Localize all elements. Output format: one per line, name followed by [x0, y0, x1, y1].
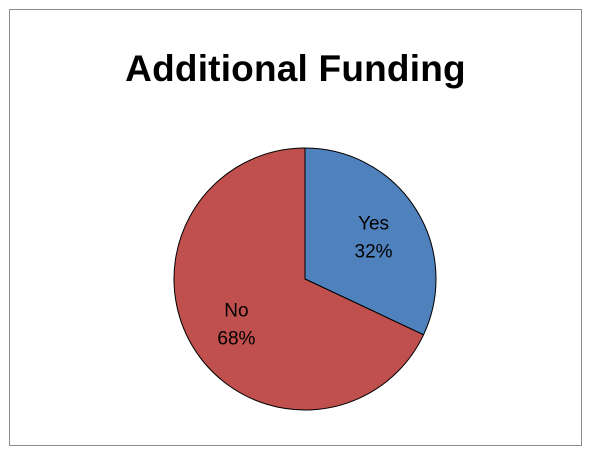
slice-percent-label: 32%: [355, 241, 393, 262]
slice-label-no: No 68%: [217, 301, 255, 350]
slice-category-label: Yes: [358, 213, 389, 234]
slice-label-yes: Yes 32%: [355, 213, 393, 262]
pie-slice-yes: [304, 147, 437, 336]
pie-chart: Yes 32% No 68%: [173, 147, 437, 411]
pie-slice-no: [173, 147, 425, 411]
slice-category-label: No: [224, 301, 248, 322]
chart-title: Additional Funding: [125, 48, 466, 89]
chart-frame: Additional Funding Yes 32% No 68%: [9, 9, 582, 446]
slice-percent-label: 68%: [217, 329, 255, 350]
